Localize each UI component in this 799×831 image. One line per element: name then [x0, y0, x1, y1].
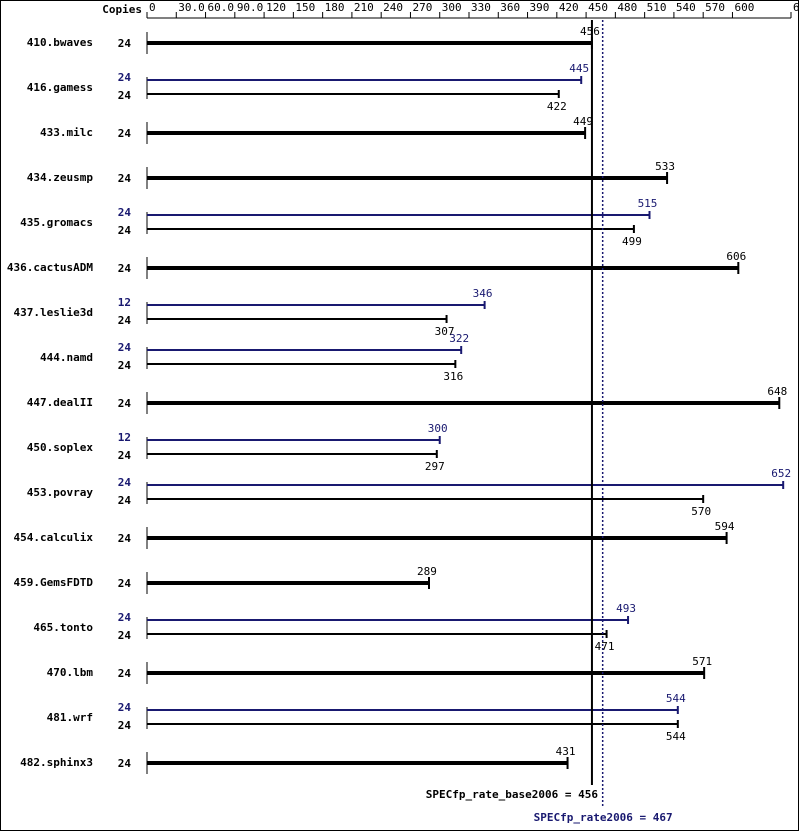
peak-value-label: 322 [449, 332, 469, 345]
benchmark-label: 447.dealII [27, 396, 93, 409]
x-tick-label: 120 [266, 1, 286, 14]
x-tick-label: 450 [588, 1, 608, 14]
base-value-label: 570 [691, 505, 711, 518]
peak-copies: 24 [118, 341, 132, 354]
x-tick-label: 240 [383, 1, 403, 14]
x-tick-label: 360 [500, 1, 520, 14]
base-value-label: 431 [556, 745, 576, 758]
base-copies: 24 [118, 172, 132, 185]
base-value-label: 307 [435, 325, 455, 338]
base-value-label: 594 [715, 520, 735, 533]
base-value-label: 449 [573, 115, 593, 128]
benchmark-label: 437.leslie3d [14, 306, 93, 319]
base-copies: 24 [118, 629, 132, 642]
base-copies: 24 [118, 719, 132, 732]
base-copies: 24 [118, 667, 132, 680]
peak-copies: 12 [118, 296, 131, 309]
benchmark-label: 454.calculix [14, 531, 94, 544]
base-value-label: 544 [666, 730, 686, 743]
x-tick-label: 180 [325, 1, 345, 14]
reference-label: SPECfp_rate_base2006 = 456 [426, 788, 599, 801]
base-value-label: 533 [655, 160, 675, 173]
peak-value-label: 493 [616, 602, 636, 615]
x-tick-label: 570 [705, 1, 725, 14]
base-copies: 24 [118, 314, 132, 327]
benchmark-label: 453.povray [27, 486, 94, 499]
peak-copies: 12 [118, 431, 131, 444]
copies-header: Copies [102, 3, 142, 16]
benchmark-label: 410.bwaves [27, 36, 93, 49]
peak-copies: 24 [118, 611, 132, 624]
peak-copies: 24 [118, 71, 132, 84]
base-value-label: 606 [726, 250, 746, 263]
benchmark-label: 481.wrf [47, 711, 93, 724]
x-tick-label: 150 [295, 1, 315, 14]
base-copies: 24 [118, 359, 132, 372]
benchmark-label: 465.tonto [33, 621, 93, 634]
x-tick-label: 300 [442, 1, 462, 14]
peak-copies: 24 [118, 476, 132, 489]
benchmark-label: 435.gromacs [20, 216, 93, 229]
peak-value-label: 515 [638, 197, 658, 210]
x-tick-label: 480 [617, 1, 637, 14]
base-copies: 24 [118, 577, 132, 590]
base-copies: 24 [118, 449, 132, 462]
base-copies: 24 [118, 397, 132, 410]
base-copies: 24 [118, 37, 132, 50]
peak-value-label: 445 [569, 62, 589, 75]
benchmark-label: 416.gamess [27, 81, 93, 94]
benchmark-label: 482.sphinx3 [20, 756, 93, 769]
x-tick-label: 540 [676, 1, 696, 14]
base-copies: 24 [118, 757, 132, 770]
benchmark-label: 444.namd [40, 351, 93, 364]
benchmark-label: 434.zeusmp [27, 171, 94, 184]
x-tick-label: 510 [647, 1, 667, 14]
peak-copies: 24 [118, 206, 132, 219]
x-tick-label: 420 [559, 1, 579, 14]
base-value-label: 471 [595, 640, 615, 653]
x-tick-label: 330 [471, 1, 491, 14]
peak-value-label: 544 [666, 692, 686, 705]
x-tick-label: 30.0 [178, 1, 205, 14]
benchmark-label: 433.milc [40, 126, 93, 139]
base-value-label: 316 [443, 370, 463, 383]
x-tick-label: 600 [734, 1, 754, 14]
base-value-label: 499 [622, 235, 642, 248]
x-tick-label: 90.0 [237, 1, 264, 14]
x-tick-label: 390 [530, 1, 550, 14]
base-copies: 24 [118, 262, 132, 275]
base-value-label: 422 [547, 100, 567, 113]
benchmark-label: 450.soplex [27, 441, 94, 454]
peak-value-label: 346 [473, 287, 493, 300]
base-value-label: 571 [692, 655, 712, 668]
reference-label: SPECfp_rate2006 = 467 [534, 811, 673, 824]
base-copies: 24 [118, 127, 132, 140]
x-tick-label: 0 [149, 1, 156, 14]
base-value-label: 289 [417, 565, 437, 578]
base-copies: 24 [118, 494, 132, 507]
x-tick-label: 60.0 [208, 1, 235, 14]
base-copies: 24 [118, 532, 132, 545]
base-value-label: 648 [767, 385, 787, 398]
benchmark-label: 470.lbm [47, 666, 94, 679]
base-value-label: 456 [580, 25, 600, 38]
peak-value-label: 300 [428, 422, 448, 435]
x-tick-label: 270 [412, 1, 432, 14]
benchmark-label: 459.GemsFDTD [14, 576, 94, 589]
peak-copies: 24 [118, 701, 132, 714]
base-value-label: 297 [425, 460, 445, 473]
base-copies: 24 [118, 89, 132, 102]
base-copies: 24 [118, 224, 132, 237]
x-tick-label: 210 [354, 1, 374, 14]
x-tick-label: 660 [793, 1, 799, 14]
peak-value-label: 652 [771, 467, 791, 480]
benchmark-label: 436.cactusADM [7, 261, 93, 274]
